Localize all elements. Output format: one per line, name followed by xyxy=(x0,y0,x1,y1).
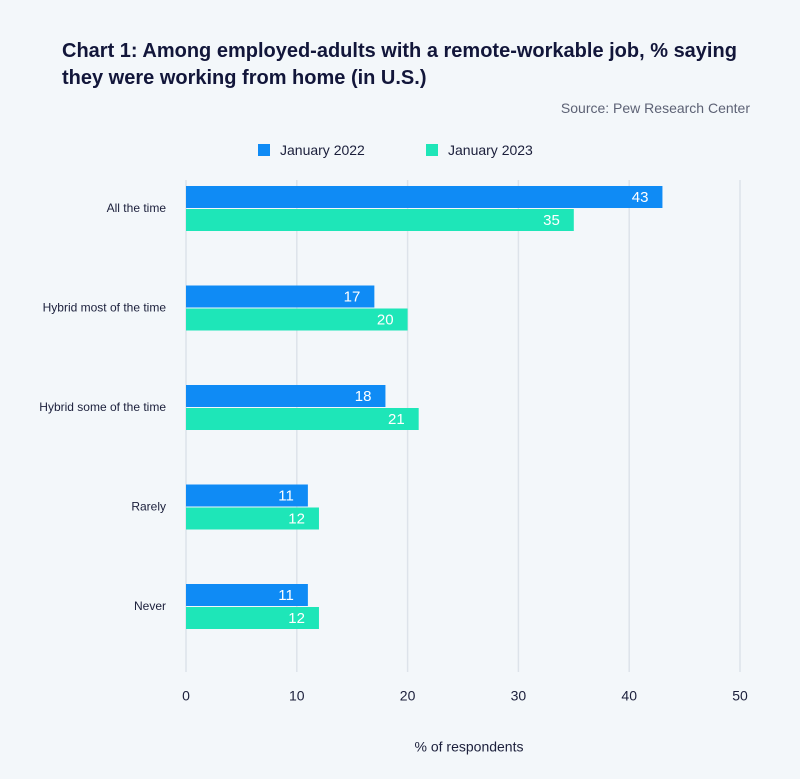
chart-legend: January 2022 January 2023 xyxy=(0,142,800,162)
data-label-hybrid-some-of-the-time-series-2: 21 xyxy=(388,411,405,428)
data-label-hybrid-most-of-the-time-series-2: 20 xyxy=(377,311,394,328)
bar-all-the-time-series-2 xyxy=(186,209,574,231)
data-label-all-the-time-series-1: 43 xyxy=(632,189,649,206)
bar-rarely-series-1 xyxy=(186,484,308,507)
x-tick-label-20: 20 xyxy=(400,688,416,704)
bar-hybrid-most-of-the-time-series-1 xyxy=(186,285,375,308)
category-label-all-the-time: All the time xyxy=(107,201,167,215)
bar-rarely-series-2 xyxy=(186,507,319,530)
category-label-hybrid-most-of-the-time: Hybrid most of the time xyxy=(43,301,167,315)
data-label-rarely-series-1: 11 xyxy=(278,487,294,504)
chart-source: Source: Pew Research Center xyxy=(560,100,750,116)
bar-hybrid-most-of-the-time-series-2 xyxy=(186,308,408,331)
legend-item-january-2023: January 2023 xyxy=(426,142,533,158)
x-tick-label-50: 50 xyxy=(732,688,748,704)
data-label-all-the-time-series-2: 35 xyxy=(543,212,560,229)
data-label-never-series-1: 11 xyxy=(278,587,294,604)
bar-hybrid-some-of-the-time-series-1 xyxy=(186,385,386,407)
category-label-never: Never xyxy=(134,599,166,613)
legend-item-january-2022: January 2022 xyxy=(258,142,365,158)
x-tick-label-0: 0 xyxy=(182,688,190,704)
x-tick-label-10: 10 xyxy=(289,688,305,704)
x-tick-label-30: 30 xyxy=(511,688,527,704)
bar-never-series-2 xyxy=(186,607,319,629)
category-label-hybrid-some-of-the-time: Hybrid some of the time xyxy=(39,400,166,414)
data-label-hybrid-most-of-the-time-series-1: 17 xyxy=(344,288,361,305)
data-label-rarely-series-2: 12 xyxy=(288,510,305,527)
legend-swatch-january-2023 xyxy=(426,144,438,156)
category-label-rarely: Rarely xyxy=(131,500,166,514)
legend-label-january-2022: January 2022 xyxy=(280,142,365,158)
data-label-never-series-2: 12 xyxy=(288,610,305,627)
x-tick-label-40: 40 xyxy=(621,688,637,704)
data-label-hybrid-some-of-the-time-series-1: 18 xyxy=(355,388,372,405)
bar-hybrid-some-of-the-time-series-2 xyxy=(186,408,419,430)
legend-label-january-2023: January 2023 xyxy=(448,142,533,158)
bar-all-the-time-series-1 xyxy=(186,186,663,208)
chart-title: Chart 1: Among employed-adults with a re… xyxy=(62,40,737,89)
bar-never-series-1 xyxy=(186,584,308,606)
x-axis-title: % of respondents xyxy=(415,739,524,755)
legend-swatch-january-2022 xyxy=(258,144,270,156)
